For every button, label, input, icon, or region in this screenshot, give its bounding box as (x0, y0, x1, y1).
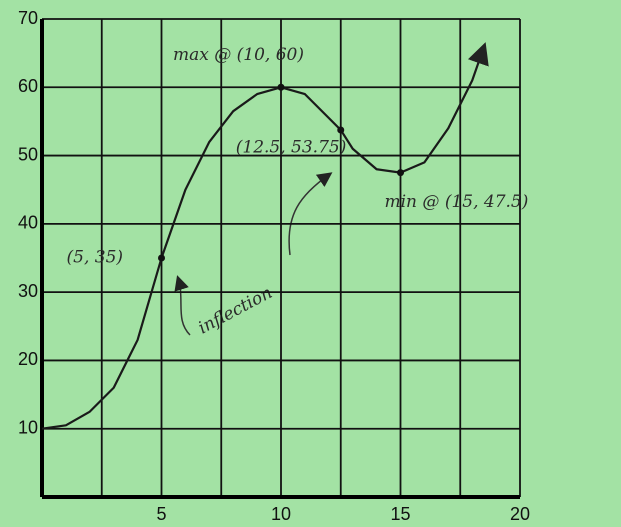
y-tick-label: 10 (18, 417, 38, 437)
y-tick-label: 60 (18, 76, 38, 96)
annotation-point (158, 255, 165, 262)
pointer-arrow (289, 174, 330, 255)
annotation-point (397, 169, 404, 176)
inflection-arrow (178, 278, 190, 335)
annotation: (5, 35) (67, 248, 124, 268)
annotation: min @ (15, 47.5) (385, 192, 529, 212)
x-tick-label: 20 (510, 504, 530, 524)
annotation-point (278, 84, 285, 91)
y-tick-label: 50 (18, 144, 38, 164)
chart: inflection 10 20 30 40 50 60 70 5 10 15 20 (5, 35) m… (0, 0, 621, 527)
y-tick-label: 70 (18, 8, 38, 28)
x-tick-label: 5 (156, 504, 166, 524)
x-tick-label: 15 (390, 504, 410, 524)
annotation-point (337, 126, 344, 133)
curve (42, 46, 484, 428)
inflection-label: inflection (195, 283, 276, 339)
page: inflection 10 20 30 40 50 60 70 5 10 15 20 (5, 35) m… (0, 0, 621, 527)
annotation: max @ (10, 60) (173, 45, 304, 65)
x-tick-label: 10 (271, 504, 291, 524)
y-tick-label: 20 (18, 349, 38, 369)
y-tick-label: 30 (18, 281, 38, 301)
annotation: (12.5, 53.75) (236, 137, 347, 157)
y-tick-label: 40 (18, 213, 38, 233)
